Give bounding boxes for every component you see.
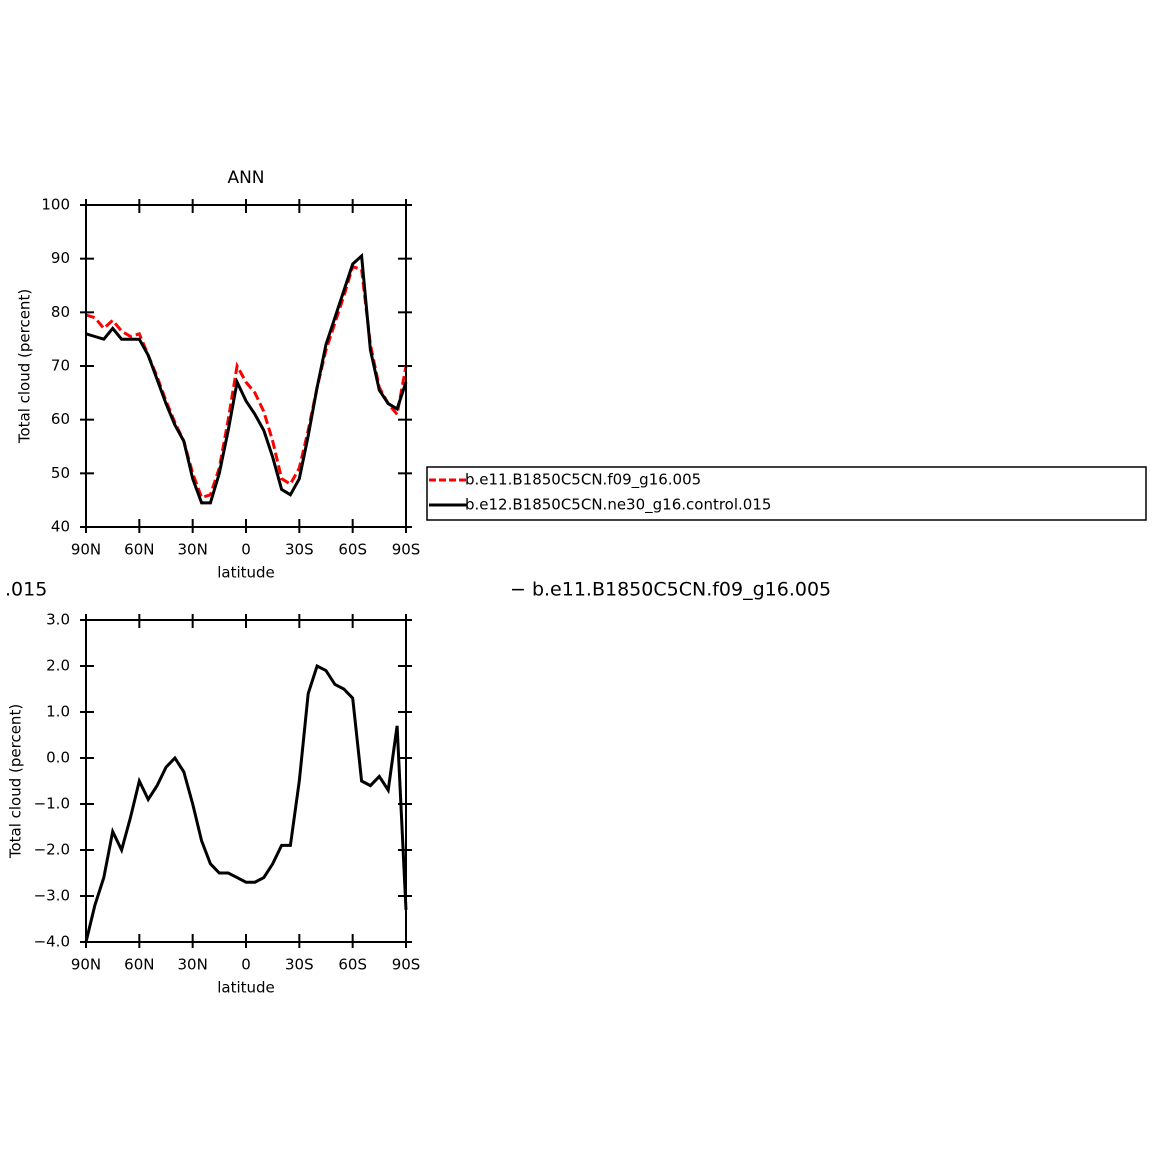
y-tick-label: 40 (51, 518, 70, 536)
y-tick-label: 50 (51, 464, 70, 482)
x-tick-label: 60N (124, 956, 154, 974)
plot-frame (85, 619, 407, 943)
legend-label: b.e11.B1850C5CN.f09_g16.005 (465, 471, 701, 490)
y-tick-label: 2.0 (46, 657, 70, 675)
x-tick-label: 30S (285, 541, 314, 559)
y-axis-label: Total cloud (percent) (16, 289, 34, 444)
x-tick-label: 60N (124, 541, 154, 559)
legend-label: b.e12.B1850C5CN.ne30_g16.control.015 (465, 496, 771, 515)
x-tick-label: 30N (178, 956, 208, 974)
x-tick-label: 30N (178, 541, 208, 559)
x-tick-label: 0 (241, 956, 251, 974)
data-line (85, 264, 408, 500)
x-tick-label: 90S (392, 541, 421, 559)
x-tick-label: 60S (338, 956, 367, 974)
y-tick-label: 0.0 (46, 749, 70, 767)
data-line (84, 663, 408, 943)
x-tick-label: 90N (71, 541, 101, 559)
plot-frame (85, 204, 407, 528)
legend-box (426, 466, 1147, 521)
y-tick-label: 3.0 (46, 611, 70, 629)
y-tick-label: −4.0 (34, 933, 70, 951)
y-tick-label: −2.0 (34, 841, 70, 859)
x-tick-label: 90S (392, 956, 421, 974)
y-tick-label: 1.0 (46, 703, 70, 721)
chart-title: ANN (227, 168, 264, 188)
chart-title-left: .015 (5, 579, 47, 601)
x-axis-label: latitude (217, 564, 275, 582)
y-tick-label: 90 (51, 249, 70, 267)
x-tick-label: 30S (285, 956, 314, 974)
chart-title-right: − b.e11.B1850C5CN.f09_g16.005 (510, 579, 831, 601)
y-tick-label: 60 (51, 410, 70, 428)
data-line (85, 252, 408, 505)
y-axis-label: Total cloud (percent) (7, 704, 25, 859)
x-tick-label: 60S (338, 541, 367, 559)
y-tick-label: −1.0 (34, 795, 70, 813)
y-tick-label: 70 (51, 357, 70, 375)
y-tick-label: 80 (51, 303, 70, 321)
x-axis-label: latitude (217, 979, 275, 997)
x-tick-label: 0 (241, 541, 251, 559)
y-tick-label: −3.0 (34, 887, 70, 905)
x-tick-label: 90N (71, 956, 101, 974)
y-tick-label: 100 (41, 196, 70, 214)
